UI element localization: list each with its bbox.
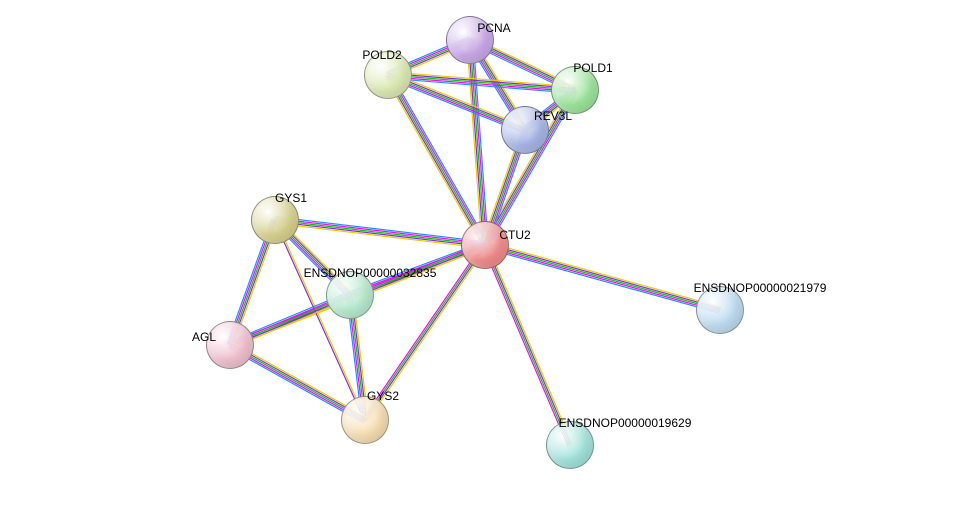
- node-E21979[interactable]: [696, 286, 744, 334]
- edge-CTU2-PCNA: [470, 40, 485, 245]
- edge-CTU2-E21979: [486, 242, 721, 307]
- edge-CTU2-POLD2: [387, 76, 484, 246]
- node-GYS1[interactable]: [251, 196, 299, 244]
- edge-CTU2-GYS1: [275, 218, 485, 243]
- network-canvas: PCNAPOLD2POLD1REV3LGYS1CTU2ENSDNOP000000…: [0, 0, 976, 506]
- edge-CTU2-E19629: [487, 244, 572, 444]
- edge-CTU2-E19629: [486, 245, 571, 445]
- edge-CTU2-E21979: [484, 248, 719, 313]
- node-AGL[interactable]: [206, 321, 254, 369]
- edge-CTU2-E19629: [483, 246, 568, 446]
- edge-CTU2-E21979: [485, 245, 720, 310]
- node-PCNA[interactable]: [446, 16, 494, 64]
- node-POLD2[interactable]: [364, 51, 412, 99]
- edge-CTU2-GYS1: [275, 217, 485, 242]
- edge-CTU2-E21979: [485, 243, 720, 308]
- node-E19629[interactable]: [546, 421, 594, 469]
- node-POLD1[interactable]: [551, 66, 599, 114]
- node-E32835[interactable]: [326, 271, 374, 319]
- edge-CTU2-GYS1: [275, 220, 485, 245]
- edge-CTU2-E19629: [484, 245, 569, 445]
- edge-CTU2-GYS1: [275, 223, 485, 248]
- node-REV3L[interactable]: [501, 106, 549, 154]
- edge-CTU2-GYS1: [275, 222, 485, 247]
- edge-CTU2-POLD2: [389, 74, 486, 244]
- edge-CTU2-GYS2: [367, 246, 487, 421]
- edge-CTU2-POLD2: [385, 77, 482, 247]
- node-CTU2[interactable]: [461, 221, 509, 269]
- edge-CTU2-GYS2: [366, 245, 486, 420]
- edge-CTU2-E21979: [485, 247, 720, 312]
- node-GYS2[interactable]: [341, 396, 389, 444]
- edge-CTU2-POLD2: [388, 75, 485, 245]
